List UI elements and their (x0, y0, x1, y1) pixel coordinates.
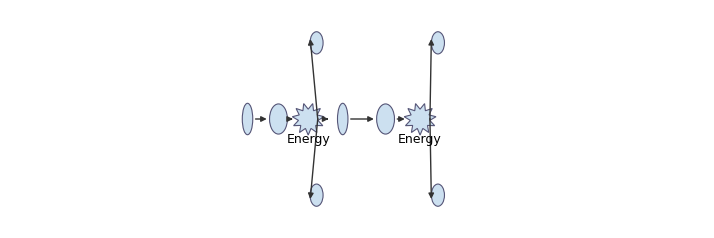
Ellipse shape (431, 32, 445, 54)
Ellipse shape (310, 32, 323, 54)
Ellipse shape (338, 103, 348, 135)
Text: Energy: Energy (286, 133, 330, 146)
Polygon shape (292, 104, 324, 135)
Ellipse shape (242, 103, 253, 135)
Ellipse shape (377, 104, 395, 134)
Text: Energy: Energy (398, 133, 442, 146)
Ellipse shape (310, 184, 323, 206)
Ellipse shape (431, 184, 445, 206)
Ellipse shape (270, 104, 288, 134)
Polygon shape (404, 104, 436, 135)
